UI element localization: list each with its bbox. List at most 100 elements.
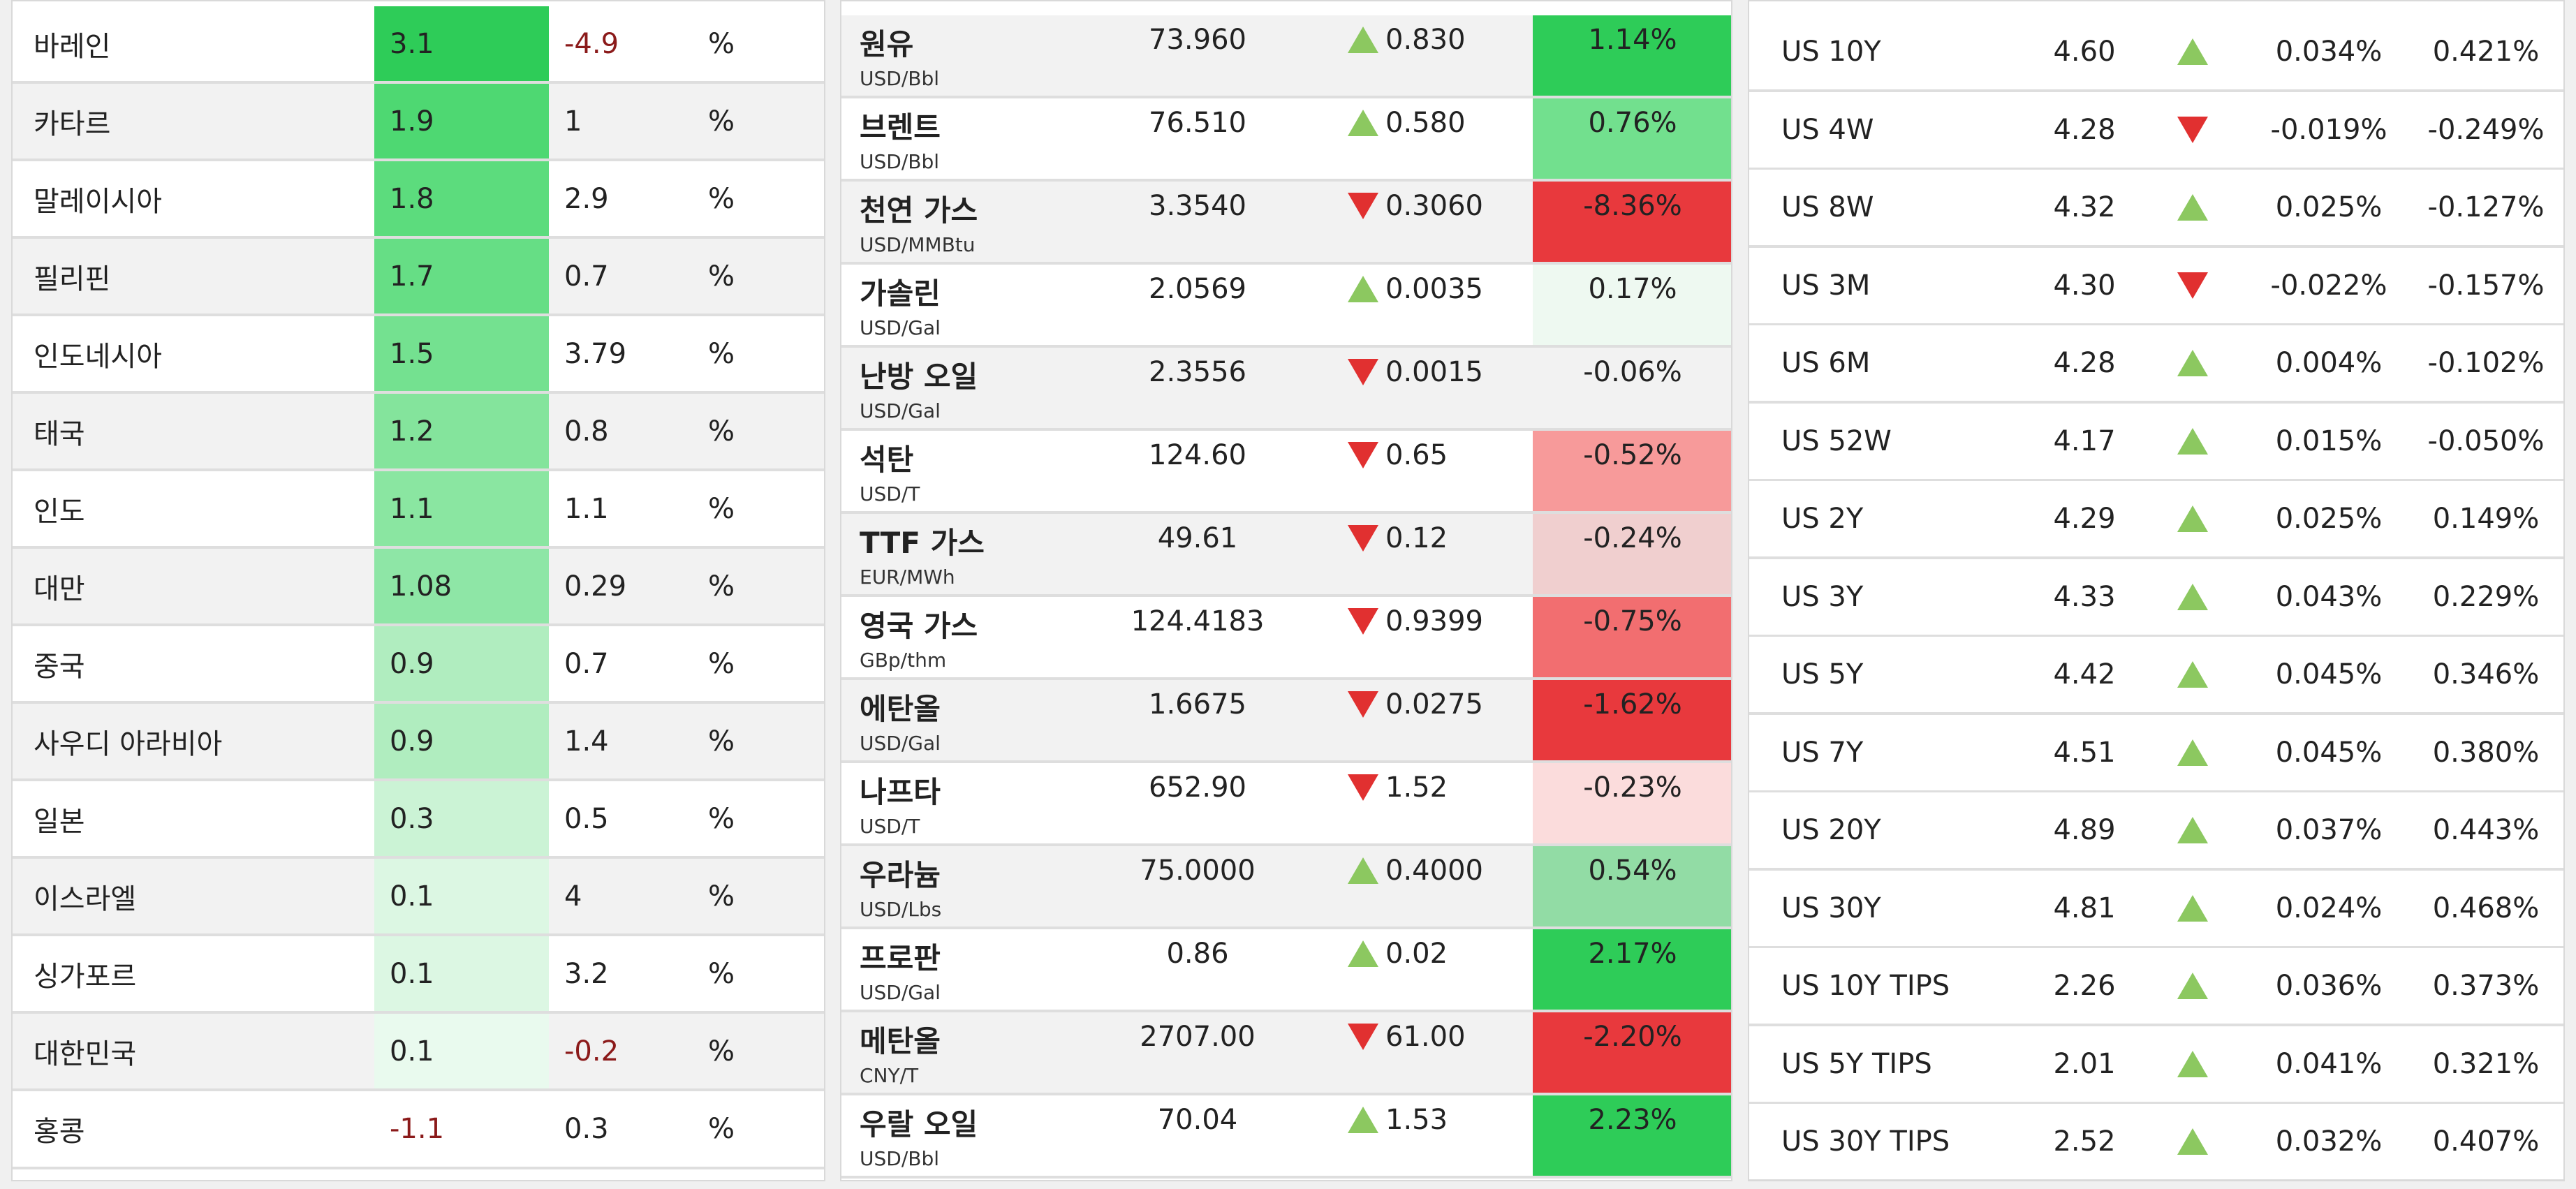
table-row[interactable]: US 8W 4.32 0.025% -0.127% bbox=[1749, 170, 2563, 248]
table-row[interactable]: US 7Y 4.51 0.045% 0.380% bbox=[1749, 714, 2563, 793]
table-row[interactable]: US 30Y 4.81 0.024% 0.468% bbox=[1749, 870, 2563, 949]
table-row[interactable]: 태국 1.2 0.8% bbox=[13, 394, 824, 471]
table-row[interactable]: 싱가포르 0.1 3.2% bbox=[13, 936, 824, 1014]
previous-value: 3.2 bbox=[564, 957, 609, 990]
commodity-name: 우랄 오일 bbox=[860, 1107, 978, 1142]
table-row[interactable]: 인도 1.1 1.1% bbox=[13, 471, 824, 549]
table-row[interactable]: US 5Y 4.42 0.045% 0.346% bbox=[1749, 637, 2563, 715]
commodity-name: 우라늄 bbox=[860, 858, 941, 892]
table-row[interactable]: 천연 가스 USD/MMBtu 3.3540 0.3060 -8.36% bbox=[841, 182, 1731, 265]
table-row[interactable]: US 10Y 4.60 0.034% 0.421% bbox=[1749, 14, 2563, 92]
country-name: 중국 bbox=[34, 650, 85, 683]
unit-label: % bbox=[708, 1113, 735, 1145]
bond-yield: 4.32 bbox=[2053, 191, 2116, 223]
commodity-name: 천연 가스 bbox=[860, 193, 978, 228]
table-row[interactable]: 중국 0.9 0.7% bbox=[13, 626, 824, 704]
bond-change-secondary: 0.421% bbox=[2432, 36, 2540, 68]
country-name: 대만 bbox=[34, 573, 85, 605]
percent-change-cell: -0.75% bbox=[1533, 597, 1731, 677]
bond-change-secondary: 0.407% bbox=[2432, 1125, 2540, 1158]
table-row[interactable]: US 6M 4.28 0.004% -0.102% bbox=[1749, 325, 2563, 404]
commodity-name: 가솔린 bbox=[860, 276, 941, 311]
table-row[interactable]: 브렌트 USD/Bbl 76.510 0.580 0.76% bbox=[841, 98, 1731, 182]
bond-change: 0.041% bbox=[2275, 1047, 2383, 1080]
growth-value-cell: 0.1 bbox=[374, 936, 549, 1011]
commodity-price: 49.61 bbox=[1157, 522, 1238, 554]
bond-change: 0.004% bbox=[2275, 347, 2383, 379]
unit-label: % bbox=[708, 337, 735, 370]
commodity-price: 76.510 bbox=[1149, 107, 1246, 139]
commodity-price: 73.960 bbox=[1149, 24, 1246, 56]
table-row[interactable]: 우랄 오일 USD/Bbl 70.04 1.53 2.23% bbox=[841, 1095, 1731, 1179]
bond-name: US 5Y bbox=[1781, 658, 1864, 690]
change-value: 0.12 bbox=[1385, 522, 1448, 554]
table-row[interactable]: 나프타 USD/T 652.90 1.52 -0.23% bbox=[841, 763, 1731, 846]
bond-change-secondary: -0.050% bbox=[2427, 424, 2545, 457]
table-row[interactable]: 난방 오일 USD/Gal 2.3556 0.0015 -0.06% bbox=[841, 348, 1731, 431]
country-name: 바레인 bbox=[34, 30, 111, 63]
table-row[interactable]: 바레인 3.1 -4.9% bbox=[13, 6, 824, 84]
arrow-down-icon bbox=[1348, 774, 1378, 801]
table-row[interactable]: 필리핀 1.7 0.7% bbox=[13, 239, 824, 316]
bond-name: US 2Y bbox=[1781, 503, 1864, 535]
change-value: 0.0035 bbox=[1385, 273, 1483, 305]
commodity-price: 70.04 bbox=[1157, 1104, 1238, 1136]
table-row[interactable]: 석탄 USD/T 124.60 0.65 -0.52% bbox=[841, 431, 1731, 514]
country-name: 일본 bbox=[34, 805, 85, 838]
table-row[interactable]: US 3Y 4.33 0.043% 0.229% bbox=[1749, 559, 2563, 637]
growth-value-cell: 0.9 bbox=[374, 626, 549, 701]
table-row[interactable]: 에탄올 USD/Gal 1.6675 0.0275 -1.62% bbox=[841, 680, 1731, 763]
table-row[interactable]: 메탄올 CNY/T 2707.00 61.00 -2.20% bbox=[841, 1012, 1731, 1095]
percent-change-cell: 0.54% bbox=[1533, 846, 1731, 926]
commodity-price: 124.4183 bbox=[1131, 605, 1265, 637]
direction-cell bbox=[2158, 481, 2228, 556]
table-row[interactable]: 일본 0.3 0.5% bbox=[13, 781, 824, 859]
commodity-unit: USD/Gal bbox=[860, 981, 941, 1004]
growth-value-cell: 1.08 bbox=[374, 549, 549, 623]
change-value: 0.02 bbox=[1385, 938, 1448, 970]
table-row[interactable]: US 52W 4.17 0.015% -0.050% bbox=[1749, 403, 2563, 482]
table-row[interactable]: 가솔린 USD/Gal 2.0569 0.0035 0.17% bbox=[841, 265, 1731, 348]
table-row[interactable]: 카타르 1.9 1% bbox=[13, 84, 824, 161]
direction-cell bbox=[2158, 715, 2228, 790]
table-row[interactable]: US 4W 4.28 -0.019% -0.249% bbox=[1749, 91, 2563, 170]
table-row[interactable]: 영국 가스 GBp/thm 124.4183 0.9399 -0.75% bbox=[841, 597, 1731, 680]
table-row[interactable]: US 5Y TIPS 2.01 0.041% 0.321% bbox=[1749, 1026, 2563, 1105]
table-row[interactable]: US 2Y 4.29 0.025% 0.149% bbox=[1749, 481, 2563, 559]
bond-name: US 52W bbox=[1781, 424, 1892, 457]
table-row[interactable]: TTF 가스 EUR/MWh 49.61 0.12 -0.24% bbox=[841, 514, 1731, 597]
table-row[interactable]: US 30Y TIPS 2.52 0.032% 0.407% bbox=[1749, 1104, 2563, 1180]
change-value: 0.65 bbox=[1385, 439, 1448, 471]
table-row[interactable]: US 3M 4.30 -0.022% -0.157% bbox=[1749, 247, 2563, 326]
table-row[interactable]: 홍콩 -1.1 0.3% bbox=[13, 1091, 824, 1169]
change-value: 0.830 bbox=[1385, 24, 1466, 56]
commodity-change: 0.0035 bbox=[1348, 273, 1483, 305]
unit-label: % bbox=[708, 492, 735, 525]
table-row[interactable]: 프로판 USD/Gal 0.86 0.02 2.17% bbox=[841, 929, 1731, 1012]
direction-cell bbox=[2158, 871, 2228, 946]
country-name: 싱가포르 bbox=[34, 960, 137, 993]
commodity-price: 2.3556 bbox=[1149, 356, 1246, 388]
percent-change-cell: 0.76% bbox=[1533, 98, 1731, 179]
commodity-unit: USD/Lbs bbox=[860, 898, 942, 921]
unit-label: % bbox=[708, 957, 735, 990]
bond-change: 0.037% bbox=[2275, 814, 2383, 846]
previous-value: -0.2 bbox=[564, 1035, 619, 1068]
table-row[interactable]: 이스라엘 0.1 4% bbox=[13, 859, 824, 936]
bond-change-secondary: 0.468% bbox=[2432, 892, 2540, 924]
direction-cell bbox=[2158, 637, 2228, 712]
growth-value-cell: 1.1 bbox=[374, 471, 549, 546]
table-row[interactable]: 사우디 아라비아 0.9 1.4% bbox=[13, 704, 824, 781]
table-row[interactable]: 대만 1.08 0.29% bbox=[13, 549, 824, 626]
commodity-name: 에탄올 bbox=[860, 692, 941, 726]
bond-name: US 3Y bbox=[1781, 580, 1864, 613]
table-row[interactable]: 우라늄 USD/Lbs 75.0000 0.4000 0.54% bbox=[841, 846, 1731, 929]
table-row[interactable]: 원유 USD/Bbl 73.960 0.830 1.14% bbox=[841, 15, 1731, 98]
change-value: 1.52 bbox=[1385, 771, 1448, 804]
table-row[interactable]: 말레이시아 1.8 2.9% bbox=[13, 161, 824, 239]
table-row[interactable]: 인도네시아 1.5 3.79% bbox=[13, 316, 824, 394]
table-row[interactable]: 대한민국 0.1 -0.2% bbox=[13, 1014, 824, 1091]
table-row[interactable]: US 10Y TIPS 2.26 0.036% 0.373% bbox=[1749, 948, 2563, 1026]
table-row[interactable]: US 20Y 4.89 0.037% 0.443% bbox=[1749, 792, 2563, 871]
unit-label: % bbox=[708, 182, 735, 215]
